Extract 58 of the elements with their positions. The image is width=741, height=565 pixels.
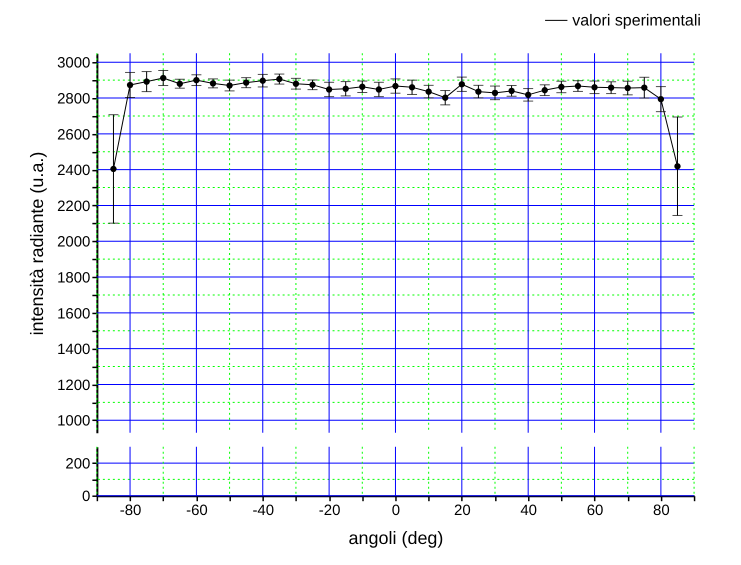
point	[160, 74, 166, 82]
point	[492, 90, 498, 96]
point	[425, 88, 432, 95]
x-tick-label: -20	[318, 502, 340, 520]
y-tick-label: 1400	[57, 341, 90, 358]
point	[558, 84, 565, 90]
point	[143, 78, 150, 85]
point	[376, 86, 382, 93]
point	[226, 82, 233, 89]
point	[475, 88, 482, 95]
x-tick-label: 0	[392, 502, 400, 520]
point	[624, 84, 631, 92]
point	[243, 80, 250, 86]
point	[525, 92, 532, 98]
y-tick-label: 1200	[57, 376, 90, 394]
y-tick-label: 1600	[57, 305, 90, 322]
y-tick-label: 2800	[57, 90, 90, 108]
x-axis-title: angoli (deg)	[348, 528, 444, 548]
point	[508, 88, 515, 94]
x-tick-label: 40	[520, 502, 538, 520]
y-tick-label: 2200	[57, 198, 90, 215]
y-tick-label: 1800	[57, 270, 90, 287]
point	[442, 94, 448, 101]
x-tick-label: 80	[653, 502, 670, 520]
y-tick-label: 2400	[57, 162, 90, 180]
point	[359, 84, 366, 90]
point	[674, 163, 681, 170]
point	[608, 84, 614, 91]
y-tick-label: 1000	[57, 412, 90, 430]
point	[542, 87, 548, 94]
y-tick-label: 2000	[57, 234, 90, 251]
point	[292, 80, 300, 87]
point	[591, 84, 598, 90]
point	[110, 166, 117, 172]
point	[458, 81, 465, 88]
point	[326, 86, 332, 93]
legend-label: valori sperimentali	[572, 12, 701, 30]
y-tick-label: 200	[65, 456, 90, 473]
point	[408, 84, 416, 90]
point	[658, 96, 664, 102]
point	[342, 86, 349, 92]
x-tick-label: 20	[454, 502, 471, 520]
point	[126, 82, 134, 88]
x-tick-label: -60	[186, 502, 208, 520]
point	[276, 76, 283, 82]
point	[574, 82, 582, 90]
x-tick-label: 60	[586, 502, 604, 520]
point	[392, 82, 399, 90]
point	[193, 76, 200, 84]
x-tick-label: -80	[120, 502, 142, 520]
point	[309, 82, 316, 88]
y-axis-title: intensità radiante (u.a.)	[27, 152, 48, 336]
point	[641, 84, 648, 91]
y-tick-label: 0	[82, 488, 90, 506]
x-tick-label: -40	[252, 502, 274, 520]
point	[260, 78, 266, 84]
y-tick-label: 2600	[57, 126, 90, 144]
y-tick-label: 3000	[57, 54, 90, 72]
